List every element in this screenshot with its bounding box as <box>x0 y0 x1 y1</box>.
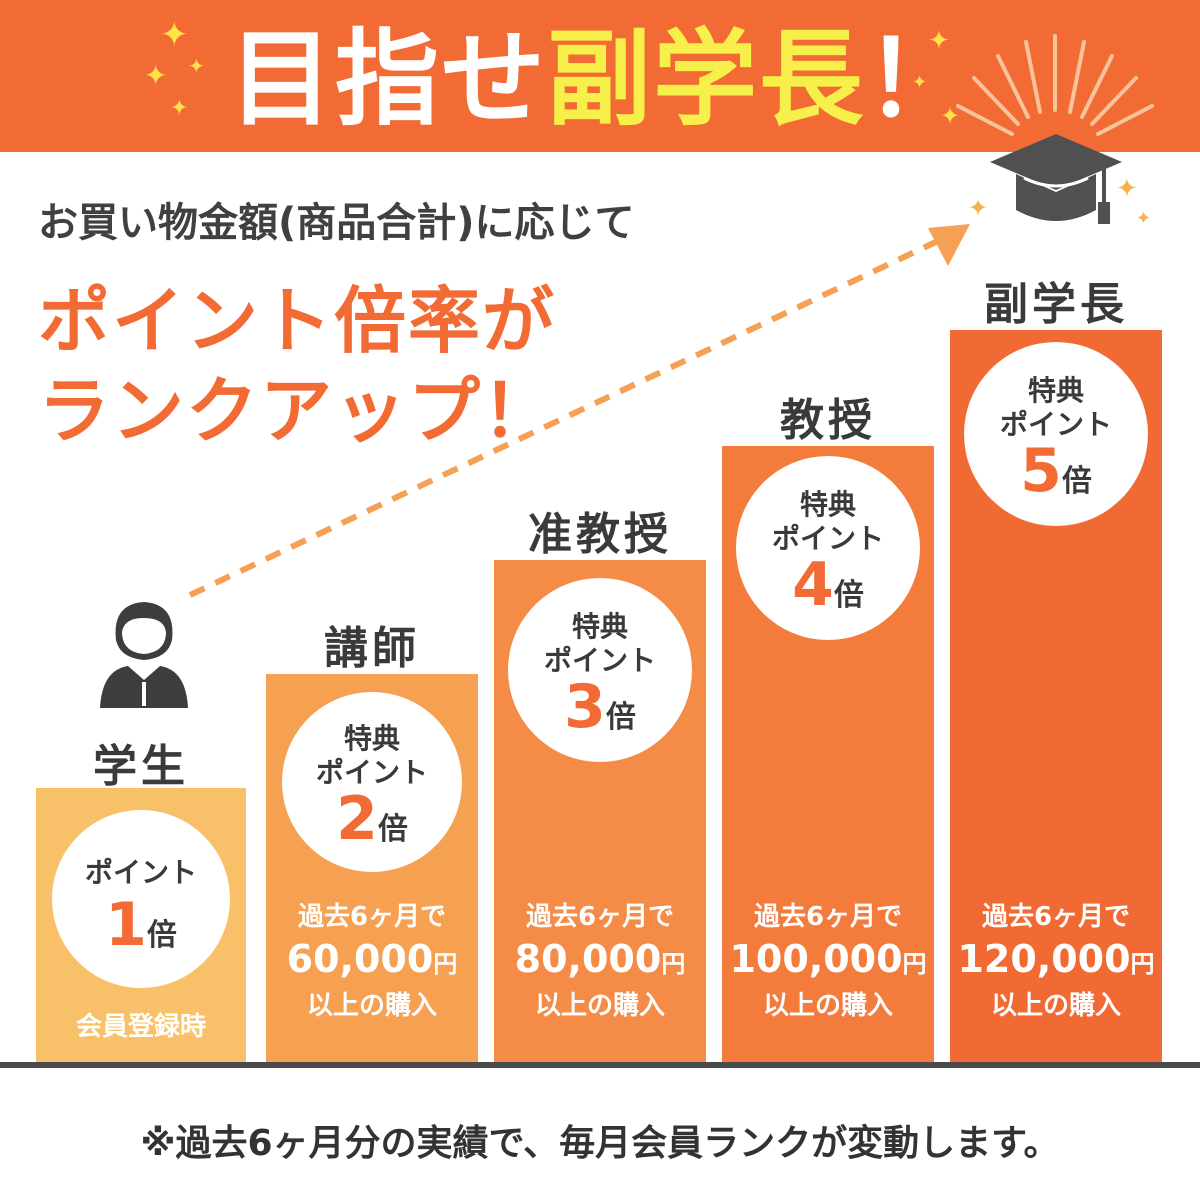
multiplier-unit: 倍 <box>146 918 177 953</box>
banner-title: 目指せ副学長！ <box>0 14 1200 144</box>
sparkle-icon: ✦ <box>160 15 189 55</box>
multiplier-badge: 特典 ポイント 2倍 <box>282 692 462 872</box>
rank-requirement: 過去6ヶ月で 100,000円 以上の購入 <box>722 900 934 1023</box>
rank-bar-associate-professor: 特典 ポイント 3倍 過去6ヶ月で 80,000円 以上の購入 <box>494 560 706 1066</box>
multiplier-unit: 倍 <box>833 578 864 613</box>
badge-label-2: ポイント <box>999 408 1112 441</box>
multiplier-badge: 特典 ポイント 5倍 <box>964 342 1148 526</box>
rank-requirement: 過去6ヶ月で 80,000円 以上の購入 <box>494 900 706 1023</box>
sunburst-icon <box>956 34 1154 136</box>
multiplier-unit: 倍 <box>605 700 636 735</box>
multiplier-badge: 特典 ポイント 3倍 <box>508 578 692 762</box>
footnote: ※過去6ヶ月分の実績で、毎月会員ランクが変動します。 <box>140 1123 1060 1164</box>
multiplier-value: 3 <box>564 672 606 742</box>
multiplier-unit: 倍 <box>1061 464 1092 499</box>
badge-label-2: ポイント <box>543 644 656 677</box>
req-amount: 100,000 <box>729 937 903 981</box>
req-suffix: 以上の購入 <box>762 991 893 1021</box>
header-banner: 目指せ副学長！ ✦ ✦ ✦ ✦ ✦ ✦ ✦ <box>0 0 1200 152</box>
badge-label-1: 特典 <box>343 722 400 755</box>
sparkle-icon: ✦ <box>912 72 928 93</box>
req-period: 過去6ヶ月で <box>297 902 447 932</box>
rank-requirement: 過去6ヶ月で 60,000円 以上の購入 <box>266 900 478 1023</box>
badge-label: ポイント <box>84 856 197 889</box>
sparkle-icon: ✦ <box>144 59 168 92</box>
multiplier-value: 2 <box>336 784 378 854</box>
req-yen: 円 <box>902 950 927 978</box>
badge-label-2: ポイント <box>315 756 428 789</box>
banner-title-highlight: 副学長 <box>546 18 865 140</box>
multiplier-unit: 倍 <box>377 812 408 847</box>
headline-line-1: ポイント倍率が <box>38 279 557 363</box>
badge-label-1: 特典 <box>1027 374 1084 407</box>
rank-bar-lecturer: 特典 ポイント 2倍 過去6ヶ月で 60,000円 以上の購入 <box>266 674 478 1066</box>
req-suffix: 以上の購入 <box>306 991 437 1021</box>
rank-note: 会員登録時 <box>75 1012 206 1042</box>
multiplier-value: 1 <box>105 890 147 960</box>
multiplier-badge: ポイント 1倍 <box>52 810 230 988</box>
req-period: 過去6ヶ月で <box>753 902 903 932</box>
req-period: 過去6ヶ月で <box>525 902 675 932</box>
rank-name-associate-professor: 准教授 <box>528 509 672 560</box>
rank-name-vice-president: 副学長 <box>984 279 1128 330</box>
sparkle-icon: ✦ <box>928 26 950 56</box>
req-amount: 80,000 <box>514 937 662 981</box>
rank-name-professor: 教授 <box>780 395 876 446</box>
graduation-cap-icon <box>990 134 1122 224</box>
req-yen: 円 <box>1130 950 1155 978</box>
req-yen: 円 <box>433 950 458 978</box>
dashed-arrow-icon <box>188 224 970 598</box>
badge-label-1: 特典 <box>799 488 856 521</box>
banner-title-exclamation: ！ <box>865 18 972 140</box>
banner-title-white: 目指せ <box>228 18 547 140</box>
req-yen: 円 <box>661 950 686 978</box>
sparkle-icon: ✦ <box>968 194 989 222</box>
sparkle-icon: ✦ <box>188 54 205 78</box>
sparkle-icon: ✦ <box>1136 208 1152 229</box>
req-suffix: 以上の購入 <box>534 991 665 1021</box>
rank-bar-student: ポイント 1倍 会員登録時 <box>36 788 246 1066</box>
badge-label-1: 特典 <box>571 610 628 643</box>
baseline-divider <box>0 1062 1200 1068</box>
intro-text: お買い物金額(商品合計)に応じて <box>38 200 635 246</box>
multiplier-value: 4 <box>792 550 834 620</box>
multiplier-badge: 特典 ポイント 4倍 <box>736 456 920 640</box>
req-amount: 60,000 <box>286 937 434 981</box>
student-avatar-icon <box>100 602 188 708</box>
rank-name-lecturer: 講師 <box>324 623 420 674</box>
headline-line-2: ランクアップ！ <box>38 369 557 453</box>
rank-bar-vice-president: 特典 ポイント 5倍 過去6ヶ月で 120,000円 以上の購入 <box>950 330 1162 1066</box>
sparkle-icon: ✦ <box>940 102 961 130</box>
req-suffix: 以上の購入 <box>990 991 1121 1021</box>
rank-name-student: 学生 <box>93 741 189 792</box>
req-amount: 120,000 <box>957 937 1131 981</box>
multiplier-value: 5 <box>1020 436 1062 506</box>
sparkle-icon: ✦ <box>1116 174 1138 204</box>
sparkle-icon: ✦ <box>170 96 189 121</box>
badge-label-2: ポイント <box>771 522 884 555</box>
req-period: 過去6ヶ月で <box>981 902 1131 932</box>
rank-requirement: 過去6ヶ月で 120,000円 以上の購入 <box>950 900 1162 1023</box>
rank-bar-professor: 特典 ポイント 4倍 過去6ヶ月で 100,000円 以上の購入 <box>722 446 934 1066</box>
